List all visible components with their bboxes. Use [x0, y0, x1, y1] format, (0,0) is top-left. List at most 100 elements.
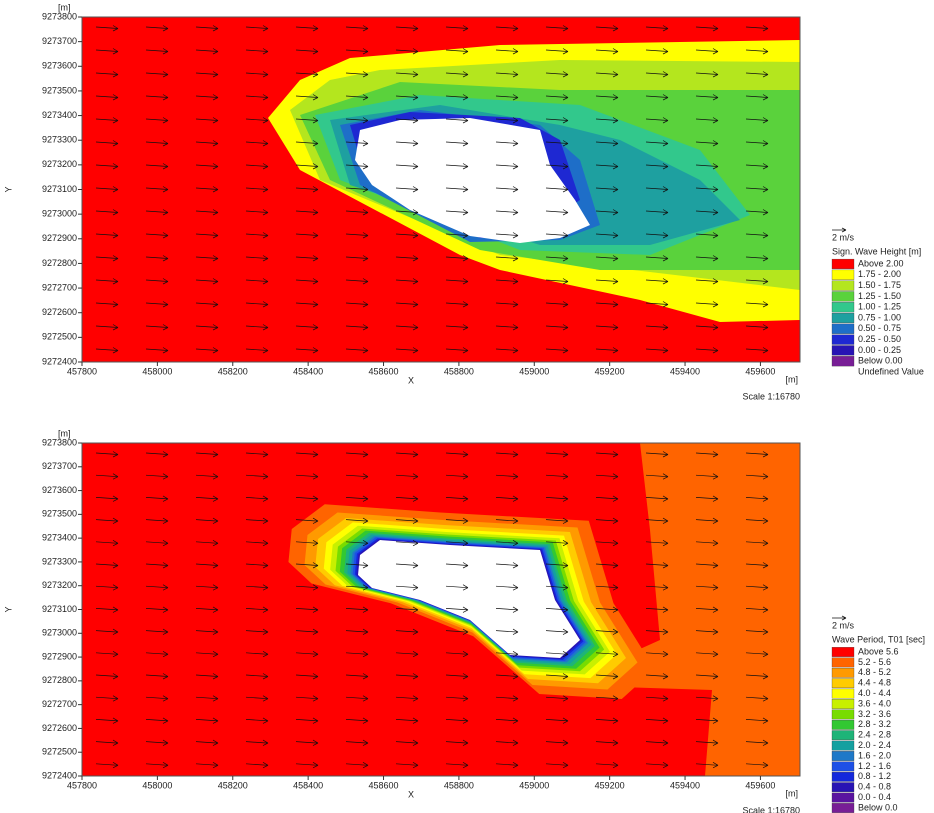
y-tick-label: 9272600 — [42, 307, 77, 317]
y-tick-label: 9273100 — [42, 184, 77, 194]
y-tick-label: 9272800 — [42, 258, 77, 268]
x-tick-label: 458400 — [293, 780, 323, 790]
legend-label: Below 0.00 — [858, 356, 903, 366]
map-scale: Scale 1:16780 — [742, 805, 800, 813]
x-tick-label: 459000 — [519, 366, 549, 376]
x-tick-label: 459600 — [745, 780, 775, 790]
y-tick-label: 9272900 — [42, 651, 77, 661]
wind-vectors — [95, 451, 769, 769]
vector-scale-arrow — [832, 227, 847, 233]
vector-scale-label: 2 m/s — [832, 232, 855, 242]
x-axis-label: X — [408, 375, 414, 385]
legend-label: 0.0 - 0.4 — [858, 792, 891, 802]
vector-scale-label: 2 m/s — [832, 620, 855, 630]
legend-swatch — [831, 751, 855, 761]
legend-swatch — [831, 345, 855, 356]
legend-label: 4.0 - 4.4 — [858, 688, 891, 698]
legend-swatch — [832, 367, 854, 377]
legend-label: 1.75 - 2.00 — [858, 269, 901, 279]
x-unit: [m] — [786, 788, 799, 798]
legend-label: 4.4 - 4.8 — [858, 678, 891, 688]
y-axis-label: Y — [3, 606, 13, 612]
y-tick-label: 9272400 — [42, 770, 77, 780]
legend-label: Above 5.6 — [858, 646, 899, 656]
x-tick-label: 459400 — [670, 780, 700, 790]
legend-swatch — [831, 771, 855, 782]
legend-label: 1.25 - 1.50 — [858, 291, 901, 301]
legend-swatch — [831, 312, 855, 324]
wind-vectors — [95, 25, 769, 354]
y-tick-label: 9273100 — [42, 604, 77, 614]
y-tick-label: 9272500 — [42, 747, 77, 757]
y-tick-label: 9273200 — [42, 580, 77, 590]
island — [358, 540, 580, 658]
x-tick-label: 458800 — [444, 780, 474, 790]
y-tick-label: 9272900 — [42, 233, 77, 243]
y-unit: [m] — [58, 2, 71, 12]
x-tick-label: 457800 — [67, 366, 97, 376]
legend-label: 4.8 - 5.2 — [858, 667, 891, 677]
y-tick-label: 9273700 — [42, 461, 77, 471]
legend-label: 1.6 - 2.0 — [858, 750, 891, 760]
legend-label: 2.4 - 2.8 — [858, 730, 891, 740]
y-tick-label: 9273500 — [42, 85, 77, 95]
x-tick-label: 459600 — [745, 366, 775, 376]
map-scale: Scale 1:16780 — [742, 391, 800, 401]
x-tick-label: 458000 — [142, 780, 172, 790]
legend-label: Below 0.0 — [858, 802, 898, 812]
x-tick-label: 459400 — [670, 366, 700, 376]
legend-label: 0.00 - 0.25 — [858, 345, 901, 355]
y-tick-label: 9272700 — [42, 699, 77, 709]
legend-label: 0.50 - 0.75 — [858, 323, 901, 333]
legend-swatch — [831, 740, 855, 751]
legend-label: 0.4 - 0.8 — [858, 782, 891, 792]
legend-swatch — [831, 667, 855, 678]
x-tick-label: 459200 — [595, 780, 625, 790]
legend-swatch — [831, 291, 855, 302]
legend-label: 5.2 - 5.6 — [858, 657, 891, 667]
legend-swatch — [831, 761, 855, 772]
vector-scale-arrow — [832, 615, 847, 621]
legend-label: 1.00 - 1.25 — [858, 302, 901, 312]
y-tick-label: 9272700 — [42, 282, 77, 292]
legend-title: Wave Period, T01 [sec] — [832, 634, 925, 644]
y-tick-label: 9273800 — [42, 437, 77, 447]
contour-band — [560, 443, 800, 776]
y-tick-label: 9273400 — [42, 110, 77, 120]
legend-label: 2.8 - 3.2 — [858, 719, 891, 729]
x-tick-label: 458200 — [218, 366, 248, 376]
legend-swatch — [831, 709, 855, 720]
legend-swatch — [831, 280, 855, 291]
legend-swatch — [831, 258, 855, 270]
legend-swatch — [831, 730, 855, 741]
legend-swatch — [831, 803, 855, 813]
legend-label: 3.6 - 4.0 — [858, 698, 891, 708]
legend-swatch — [831, 719, 855, 730]
legend-swatch — [831, 782, 855, 793]
y-tick-label: 9273400 — [42, 533, 77, 543]
y-tick-label: 9273300 — [42, 135, 77, 145]
legend-label: 0.25 - 0.50 — [858, 334, 901, 344]
y-unit: [m] — [58, 428, 71, 438]
legend-label: 1.50 - 1.75 — [858, 280, 901, 290]
y-tick-label: 9273000 — [42, 628, 77, 638]
y-tick-label: 9273800 — [42, 11, 77, 21]
y-tick-label: 9273600 — [42, 485, 77, 495]
x-tick-label: 458600 — [368, 366, 398, 376]
x-tick-label: 459200 — [595, 366, 625, 376]
y-tick-label: 9272500 — [42, 332, 77, 342]
legend-swatch — [831, 678, 855, 689]
x-tick-label: 458000 — [142, 366, 172, 376]
y-tick-label: 9272800 — [42, 675, 77, 685]
legend-label: Above 2.00 — [858, 258, 904, 268]
legend-swatch — [831, 657, 855, 668]
legend-swatch — [831, 699, 855, 709]
legend-swatch — [831, 323, 855, 334]
legend-swatch — [831, 647, 855, 657]
y-tick-label: 9273600 — [42, 61, 77, 71]
legend-label: Undefined Value — [858, 366, 924, 376]
y-tick-label: 9273200 — [42, 159, 77, 169]
y-tick-label: 9273000 — [42, 209, 77, 219]
